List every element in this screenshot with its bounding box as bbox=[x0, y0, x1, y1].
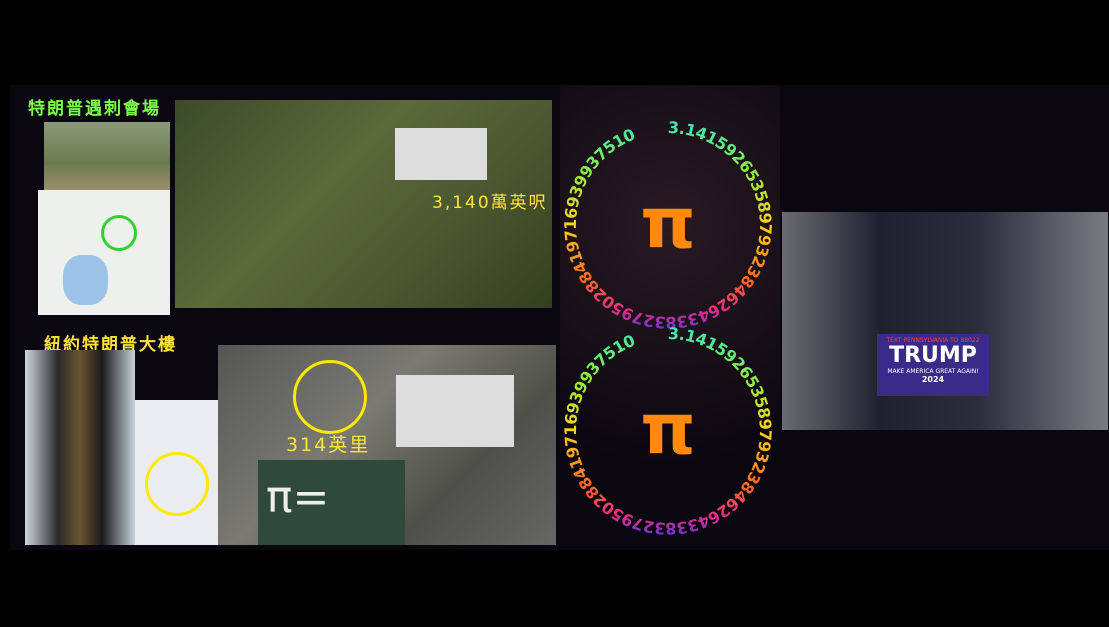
venue-satellite bbox=[175, 100, 552, 308]
pi-symbol: π bbox=[640, 388, 695, 470]
tower-photo bbox=[25, 350, 135, 545]
chalk-symbol: π= bbox=[266, 472, 330, 523]
distance-dialog bbox=[395, 128, 487, 180]
map-circle bbox=[145, 452, 209, 516]
sign-name: TRUMP bbox=[889, 343, 977, 368]
pi-symbol: π bbox=[640, 182, 695, 264]
rally-photo: TEXT PENNSYLVANIA TO 88022 TRUMP MAKE AM… bbox=[782, 212, 1108, 430]
distance-label: 3,140萬英呎 bbox=[432, 193, 548, 213]
map-circle bbox=[293, 360, 367, 434]
section-title: 特朗普遇刺會場 bbox=[28, 99, 161, 119]
sign-year: 2024 bbox=[921, 375, 945, 384]
distance-label: 314英里 bbox=[286, 434, 371, 456]
sign-top: TEXT PENNSYLVANIA TO 88022 bbox=[886, 337, 980, 344]
map-lake bbox=[63, 255, 108, 305]
map-circle bbox=[101, 215, 137, 251]
distance-dialog bbox=[396, 375, 514, 447]
chalkboard: π= bbox=[258, 460, 405, 545]
venue-map bbox=[38, 190, 170, 315]
sign-slogan: MAKE AMERICA GREAT AGAIN! bbox=[887, 368, 979, 375]
venue-photo bbox=[44, 122, 170, 190]
rally-sign: TEXT PENNSYLVANIA TO 88022 TRUMP MAKE AM… bbox=[877, 334, 989, 396]
pi-background bbox=[560, 85, 780, 550]
